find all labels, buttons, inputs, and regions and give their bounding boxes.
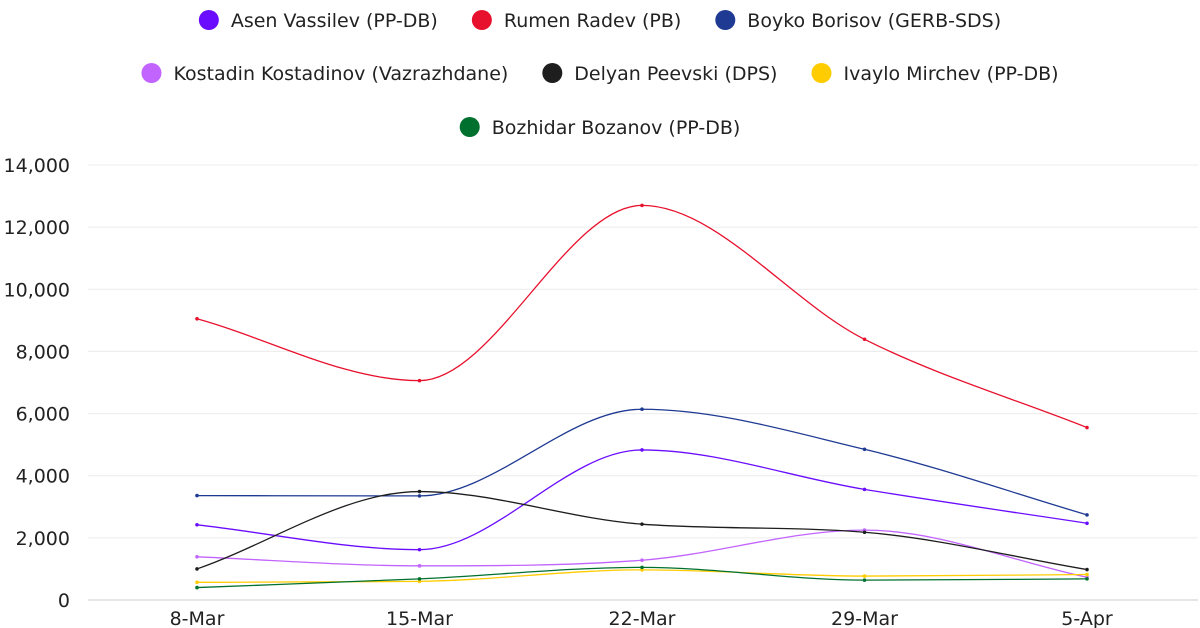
data-point (195, 585, 199, 590)
legend-label: Delyan Peevski (DPS) (574, 63, 777, 85)
data-point (195, 567, 199, 571)
series-line (196, 408, 1088, 516)
series-points (195, 203, 1089, 590)
legend-label: Ivaylo Mirchev (PP-DB) (843, 63, 1058, 85)
data-point (417, 547, 422, 552)
gridlines (88, 164, 1198, 601)
data-point (1085, 513, 1089, 517)
data-point (862, 574, 867, 578)
legend-marker (811, 63, 832, 83)
data-point (417, 577, 422, 581)
data-point (640, 407, 644, 412)
x-tick-label: 8-Mar (170, 608, 225, 628)
data-point (417, 579, 422, 584)
y-tick-label: 4,000 (16, 466, 70, 488)
y-axis: 0 2,000 4,000 6,000 8,000 10,000 12,000 14,000 (4, 155, 70, 612)
data-point (1085, 521, 1089, 526)
legend-marker (141, 63, 162, 83)
legend-label: Rumen Radev (PB) (504, 10, 681, 32)
y-tick-label: 8,000 (16, 341, 70, 363)
legend-marker (198, 10, 219, 30)
data-point (1085, 577, 1089, 581)
data-point (417, 489, 422, 494)
data-point (1085, 572, 1089, 577)
data-point (1085, 425, 1089, 430)
data-point (417, 378, 422, 383)
data-point (640, 522, 644, 526)
data-point (195, 317, 199, 321)
legend-marker (715, 10, 736, 30)
data-point (862, 530, 867, 535)
data-point (862, 578, 867, 582)
x-tick-label: 22-Mar (609, 608, 676, 628)
data-point (195, 523, 199, 527)
legend-label: Kostadin Kostadinov (Vazrazhdane) (173, 63, 508, 85)
data-point (862, 337, 867, 342)
data-point (640, 565, 644, 570)
data-point (640, 203, 644, 208)
x-tick-label: 15-Mar (386, 608, 453, 628)
x-tick-label: 5-Apr (1061, 608, 1113, 628)
y-tick-label: 0 (58, 590, 70, 612)
y-tick-label: 12,000 (4, 217, 70, 239)
legend: Asen Vassilev (PP-DB) Rumen Radev (PB) Boy… (141, 10, 1059, 139)
series-lines (196, 204, 1088, 589)
data-point (195, 493, 199, 498)
data-point (640, 558, 644, 563)
y-tick-label: 6,000 (16, 404, 70, 426)
x-tick-label: 29-Mar (831, 608, 898, 628)
legend-label: Asen Vassilev (PP-DB) (231, 10, 438, 32)
y-tick-label: 10,000 (4, 279, 70, 301)
data-point (862, 487, 867, 492)
data-point (640, 568, 644, 572)
legend-label: Bozhidar Bozanov (PP-DB) (492, 117, 741, 139)
data-point (195, 580, 199, 585)
legend-marker (542, 63, 563, 83)
series-line (196, 569, 1088, 583)
series-line (196, 204, 1088, 429)
data-point (1085, 567, 1089, 572)
data-point (417, 564, 422, 568)
legend-label: Boyko Borisov (GERB-SDS) (747, 10, 1001, 32)
series-line (196, 449, 1088, 551)
data-point (417, 494, 422, 498)
data-point (195, 555, 199, 559)
data-point (640, 448, 644, 452)
data-point (862, 447, 867, 452)
legend-marker (459, 117, 480, 137)
y-tick-label: 14,000 (4, 155, 70, 177)
legend-marker (471, 10, 492, 30)
x-axis: 8-Mar 15-Mar 22-Mar 29-Mar 5-Apr (170, 608, 1113, 628)
y-tick-label: 2,000 (16, 528, 70, 550)
